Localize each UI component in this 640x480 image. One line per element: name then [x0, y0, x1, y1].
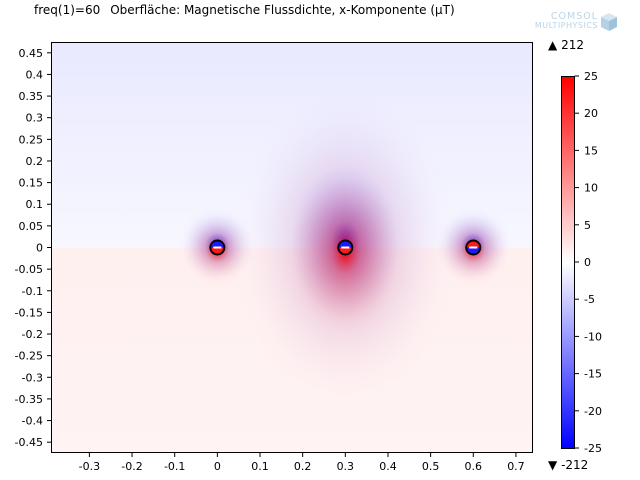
- y-tick-label: 0.05: [19, 220, 44, 233]
- x-tick-label: 0.5: [422, 460, 440, 473]
- logo-line-2: MULTIPHYSICS: [534, 21, 598, 30]
- y-tick-label: 0.2: [26, 155, 44, 168]
- y-tick-label: 0.25: [19, 133, 44, 146]
- colorbar-tick-label: -10: [584, 330, 602, 343]
- y-tick-label: -0.1: [22, 285, 43, 298]
- min-value: -212: [561, 458, 589, 472]
- min-value-label: ▼ -212: [548, 458, 588, 472]
- x-tick-label: -0.3: [79, 460, 100, 473]
- colorbar-gradient: [561, 76, 575, 449]
- x-tick-label: -0.2: [121, 460, 142, 473]
- y-tick-label: -0.45: [15, 436, 43, 449]
- x-tick-label: 0.4: [379, 460, 397, 473]
- y-tick-label: 0.1: [26, 198, 44, 211]
- y-tick-label: 0: [36, 242, 43, 255]
- x-tick-label: 0.1: [251, 460, 269, 473]
- y-tick-label: -0.3: [22, 371, 43, 384]
- comsol-logo: COMSOL MULTIPHYSICS: [508, 11, 620, 39]
- surface-expression: Oberfläche: Magnetische Flussdichte, x-K…: [110, 3, 455, 17]
- max-triangle-icon: ▲: [548, 38, 558, 52]
- x-tick-label: 0: [214, 460, 221, 473]
- colorbar-tick-label: -5: [584, 293, 595, 306]
- plot-frame: [51, 42, 533, 453]
- logo-line-1: COMSOL: [550, 11, 598, 22]
- colorbar-tick-label: 0: [584, 256, 591, 269]
- colorbar-tick-label: 15: [584, 144, 598, 157]
- x-tick-label: -0.1: [164, 460, 185, 473]
- y-tick-label: -0.05: [15, 263, 43, 276]
- colorbar-tick-label: -20: [584, 405, 602, 418]
- min-triangle-icon: ▼: [548, 458, 558, 472]
- x-tick-label: 0.7: [507, 460, 525, 473]
- y-tick-label: 0.35: [19, 90, 44, 103]
- y-tick-label: 0.45: [19, 47, 44, 60]
- colorbar-tick-label: -25: [584, 442, 602, 455]
- conductor-3: [465, 239, 482, 256]
- plot-title: freq(1)=60 Oberfläche: Magnetische Flussd…: [34, 3, 455, 17]
- x-tick-label: 0.6: [465, 460, 483, 473]
- x-tick-label: 0.3: [337, 460, 355, 473]
- conductor-2: [337, 239, 354, 256]
- y-tick-label: 0.3: [26, 112, 44, 125]
- conductor-1: [209, 239, 226, 256]
- cube-icon: [601, 13, 617, 31]
- y-tick-label: 0.15: [19, 177, 44, 190]
- x-tick-label: 0.2: [294, 460, 312, 473]
- y-tick-label: -0.4: [22, 415, 43, 428]
- y-tick-label: 0.4: [26, 68, 44, 81]
- colorbar-tick-label: 10: [584, 182, 598, 195]
- colorbar-tick-label: -15: [584, 368, 602, 381]
- y-tick-label: -0.2: [22, 328, 43, 341]
- colorbar-tick-label: 25: [584, 70, 598, 83]
- y-tick-label: -0.35: [15, 393, 43, 406]
- y-tick-label: -0.25: [15, 350, 43, 363]
- max-value: 212: [561, 38, 584, 52]
- colorbar-tick-label: 5: [584, 219, 591, 232]
- max-value-label: ▲ 212: [548, 38, 584, 52]
- colorbar-tick-label: 20: [584, 107, 598, 120]
- frequency-parameter: freq(1)=60: [34, 3, 101, 17]
- y-tick-label: -0.15: [15, 306, 43, 319]
